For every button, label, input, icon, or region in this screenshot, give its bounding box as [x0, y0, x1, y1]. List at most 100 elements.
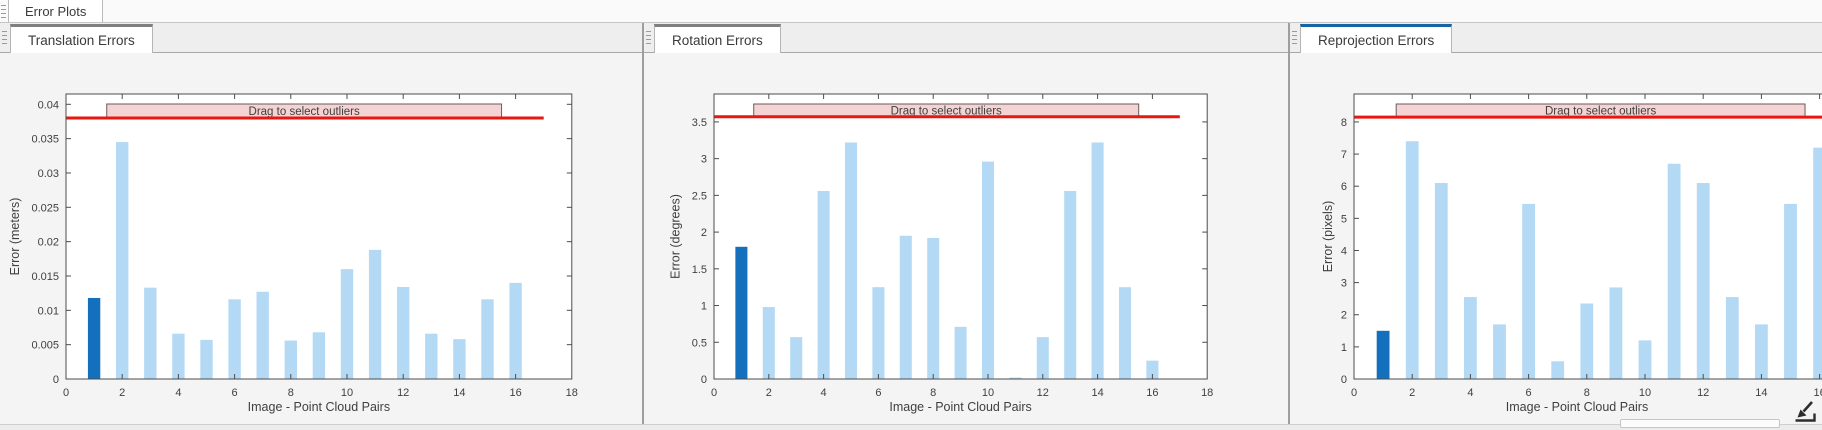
- x-axis-label: Image - Point Cloud Pairs: [1506, 400, 1648, 414]
- window-bottom-edge: [0, 424, 1822, 430]
- x-tick-label: 14: [1755, 387, 1767, 399]
- error-bar[interactable]: [1009, 377, 1022, 379]
- error-bar[interactable]: [790, 337, 803, 379]
- rotation-chart-area: Drag to select outliers 0 2 4 6 8 10 12 14 16 18 0 0…: [644, 52, 1288, 430]
- error-bar[interactable]: [1784, 203, 1797, 379]
- error-bar[interactable]: [509, 282, 522, 379]
- error-bar[interactable]: [87, 297, 101, 379]
- axes-box: [713, 93, 1208, 380]
- error-bar[interactable]: [954, 326, 967, 379]
- x-tick-label: 6: [1526, 387, 1532, 399]
- horizontal-scrollbar[interactable]: [1620, 419, 1780, 428]
- y-tick-label: 1: [701, 301, 707, 313]
- y-tick-label: 2.5: [692, 190, 707, 202]
- y-tick-label: 0.025: [31, 202, 59, 214]
- error-bar[interactable]: [144, 287, 157, 379]
- error-bar[interactable]: [200, 339, 213, 379]
- error-bar[interactable]: [368, 249, 382, 379]
- tab-rotation-errors[interactable]: Rotation Errors: [654, 24, 781, 53]
- error-bar[interactable]: [1146, 360, 1159, 379]
- error-bar[interactable]: [340, 269, 354, 379]
- error-bar[interactable]: [735, 246, 748, 379]
- dock-arrow-icon[interactable]: [1792, 399, 1818, 425]
- x-tick-label: 18: [566, 387, 578, 399]
- error-bar[interactable]: [172, 333, 185, 379]
- y-axis-label: Error (pixels): [1321, 201, 1335, 273]
- x-tick-label: 0: [1351, 387, 1357, 399]
- error-bar[interactable]: [1580, 303, 1594, 379]
- error-bar[interactable]: [1493, 324, 1506, 379]
- error-bar[interactable]: [817, 190, 830, 379]
- error-bar[interactable]: [1609, 287, 1623, 379]
- error-bar[interactable]: [453, 339, 466, 379]
- error-bar[interactable]: [1638, 340, 1652, 379]
- error-bar[interactable]: [1813, 147, 1822, 379]
- grip-icon[interactable]: [1, 5, 6, 18]
- grip-icon[interactable]: [646, 31, 651, 44]
- error-bar[interactable]: [1522, 203, 1536, 379]
- error-bar[interactable]: [1696, 183, 1710, 379]
- error-bar[interactable]: [762, 307, 775, 379]
- tab-reprojection-errors[interactable]: Reprojection Errors: [1300, 24, 1453, 53]
- grip-icon[interactable]: [2, 31, 7, 44]
- x-tick-label: 10: [1639, 387, 1651, 399]
- error-bar[interactable]: [397, 286, 410, 379]
- x-axis-label: Image - Point Cloud Pairs: [248, 400, 390, 414]
- x-tick-label: 10: [341, 387, 353, 399]
- y-tick-label: 0: [53, 374, 59, 386]
- grip-icon[interactable]: [1292, 31, 1297, 44]
- panel-rotation-errors: Rotation Errors Drag to select outliers 0…: [642, 22, 1288, 430]
- error-bar[interactable]: [228, 299, 241, 379]
- context-tab-bar: Error Plots: [0, 0, 1822, 23]
- error-bar[interactable]: [116, 142, 129, 379]
- rotation-tab-bar: Rotation Errors: [644, 22, 1288, 53]
- error-bar[interactable]: [844, 142, 858, 379]
- error-bar[interactable]: [1551, 361, 1565, 379]
- tab-translation-errors-label: Translation Errors: [28, 32, 135, 48]
- tab-error-plots[interactable]: Error Plots: [8, 0, 104, 22]
- error-bar[interactable]: [1725, 297, 1739, 379]
- error-bar[interactable]: [1376, 330, 1390, 379]
- error-bar[interactable]: [872, 287, 885, 379]
- error-bar[interactable]: [1118, 287, 1132, 379]
- panel-reprojection-errors: Reprojection Errors Drag to select outli…: [1288, 22, 1822, 430]
- y-tick-label: 2: [701, 227, 707, 239]
- x-tick-label: 8: [1584, 387, 1590, 399]
- error-bar[interactable]: [899, 235, 912, 379]
- y-tick-label: 0.03: [38, 168, 59, 180]
- error-bar[interactable]: [1036, 337, 1049, 379]
- x-tick-label: 4: [821, 387, 827, 399]
- x-tick-label: 8: [930, 387, 936, 399]
- x-tick-label: 10: [982, 387, 994, 399]
- band-label: Drag to select outliers: [891, 105, 1002, 117]
- error-bar[interactable]: [1405, 141, 1419, 379]
- tab-rotation-errors-label: Rotation Errors: [672, 32, 763, 48]
- band-label: Drag to select outliers: [249, 106, 360, 118]
- error-bar[interactable]: [1434, 183, 1448, 379]
- error-bar[interactable]: [284, 340, 297, 379]
- error-bar[interactable]: [1091, 142, 1104, 379]
- x-tick-label: 6: [875, 387, 881, 399]
- x-tick-label: 16: [1146, 387, 1158, 399]
- reprojection-tab-bar: Reprojection Errors: [1290, 22, 1822, 53]
- error-bar[interactable]: [425, 333, 438, 379]
- x-tick-label: 14: [453, 387, 465, 399]
- y-tick-label: 0.04: [38, 99, 59, 111]
- y-tick-label: 0: [1341, 374, 1347, 386]
- translation-errors-chart[interactable]: Drag to select outliers 0 2 4 6 8 10 12 14 16 18 0 0…: [0, 52, 642, 430]
- error-bar[interactable]: [981, 161, 995, 379]
- reprojection-errors-chart[interactable]: Drag to select outliers02468101214161801…: [1290, 52, 1822, 430]
- error-bar[interactable]: [1064, 190, 1077, 379]
- error-bar[interactable]: [927, 237, 940, 379]
- error-bar[interactable]: [312, 332, 326, 379]
- x-tick-label: 2: [1409, 387, 1415, 399]
- reprojection-chart-area: Drag to select outliers02468101214161801…: [1290, 52, 1822, 430]
- tab-translation-errors[interactable]: Translation Errors: [10, 24, 153, 53]
- error-bar[interactable]: [1667, 163, 1681, 379]
- error-bar[interactable]: [1463, 297, 1477, 379]
- error-bar[interactable]: [481, 299, 494, 379]
- error-bar[interactable]: [1754, 324, 1768, 379]
- y-tick-label: 0.015: [31, 271, 59, 283]
- error-bar[interactable]: [256, 291, 269, 379]
